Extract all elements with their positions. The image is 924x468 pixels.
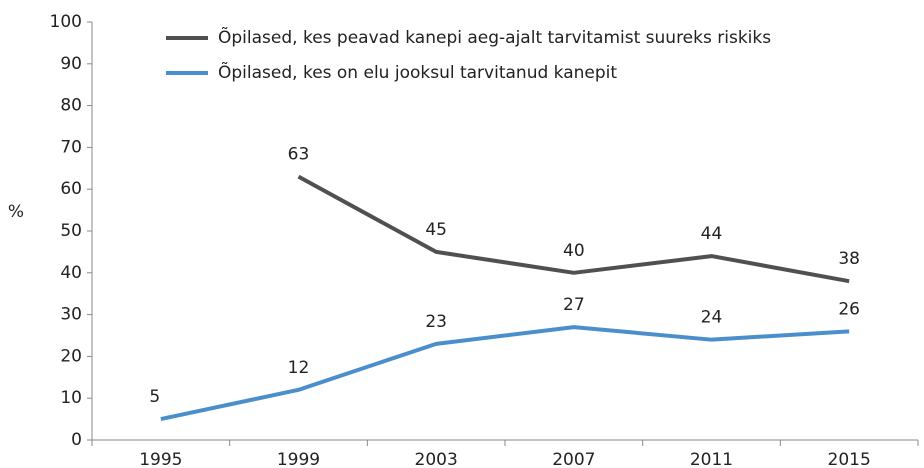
data-label: 44	[701, 224, 723, 244]
data-label: 24	[701, 308, 723, 328]
data-label: 38	[838, 249, 860, 269]
y-tick-label: 50	[60, 221, 82, 241]
data-label: 63	[288, 145, 310, 165]
y-tick-label: 0	[71, 430, 82, 450]
data-label: 23	[425, 312, 447, 332]
data-label: 27	[563, 295, 585, 315]
data-label: 26	[838, 299, 860, 319]
data-label: 12	[288, 358, 310, 378]
data-label: 45	[425, 220, 447, 240]
data-label: 5	[149, 387, 160, 407]
y-tick-label: 10	[60, 388, 82, 408]
x-tick-label: 1995	[139, 450, 182, 468]
y-tick-label: 70	[60, 137, 82, 157]
legend-label: Õpilased, kes on elu jooksul tarvitanud …	[218, 61, 617, 83]
y-tick-label: 20	[60, 346, 82, 366]
series-line	[160, 325, 850, 422]
y-tick-label: 40	[60, 263, 82, 283]
legend-label: Õpilased, kes peavad kanepi aeg-ajalt ta…	[218, 26, 771, 48]
data-label: 40	[563, 241, 585, 261]
x-tick-label: 2015	[828, 450, 871, 468]
y-tick-label: 80	[60, 96, 82, 116]
x-tick-label: 2003	[415, 450, 458, 468]
x-tick-label: 1999	[277, 450, 320, 468]
y-tick-label: 100	[50, 12, 82, 32]
series-line	[297, 174, 850, 284]
x-tick-label: 2007	[552, 450, 595, 468]
y-tick-label: 60	[60, 179, 82, 199]
y-tick-label: 90	[60, 54, 82, 74]
y-tick-label: 30	[60, 305, 82, 325]
x-tick-label: 2011	[690, 450, 733, 468]
y-axis-label: %	[8, 202, 24, 222]
